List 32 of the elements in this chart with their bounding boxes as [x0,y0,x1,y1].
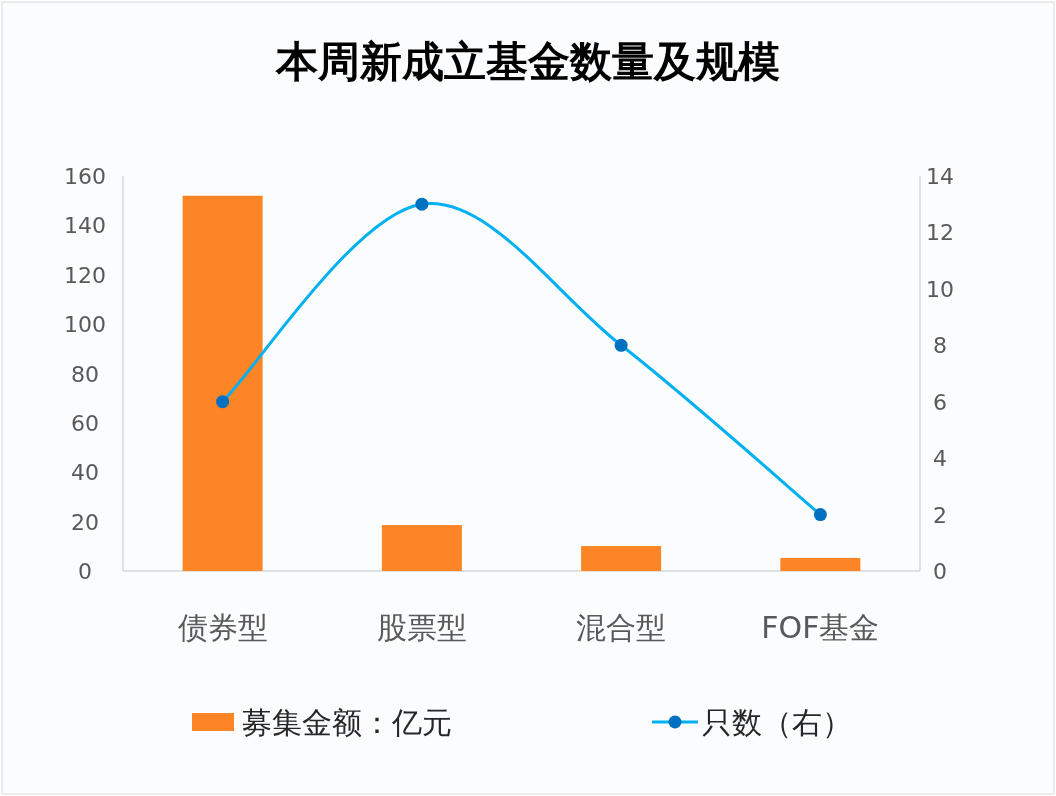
legend-label: 只数（右） [702,705,852,740]
y-tick-label: 160 [64,164,106,189]
y2-tick-label: 8 [933,333,947,359]
point [614,338,628,352]
y2-tick-label: 14 [926,164,954,189]
bar [182,195,263,571]
bar [581,546,662,571]
y-tick-label: 20 [71,509,99,535]
y2-tick-label: 2 [933,502,947,528]
point [813,508,827,522]
point [216,395,230,409]
x-tick-label: 债券型 [177,610,268,645]
chart-title: 本周新成立基金数量及规模 [275,37,780,86]
point [415,197,429,211]
y-tick-label: 80 [71,361,99,387]
y-tick-label: 100 [64,312,106,338]
y2-tick-label: 4 [933,446,947,472]
y-tick-label: 40 [71,460,99,486]
x-tick-label: FOF基金 [761,610,880,645]
y2-tick-label: 10 [926,276,954,302]
legend-label: 募集金额：亿元 [242,705,452,740]
x-tick-label: 股票型 [376,610,467,645]
y2-tick-label: 6 [933,389,947,415]
y-tick-label: 120 [64,262,106,288]
y-tick-label: 60 [71,410,99,436]
y2-tick-label: 12 [926,220,954,246]
y-tick-label: 0 [78,559,92,584]
y2-tick-label: 0 [933,559,947,584]
y-tick-label: 140 [64,213,106,239]
bar [780,557,861,571]
bar [381,525,462,571]
x-tick-label: 混合型 [576,610,667,645]
